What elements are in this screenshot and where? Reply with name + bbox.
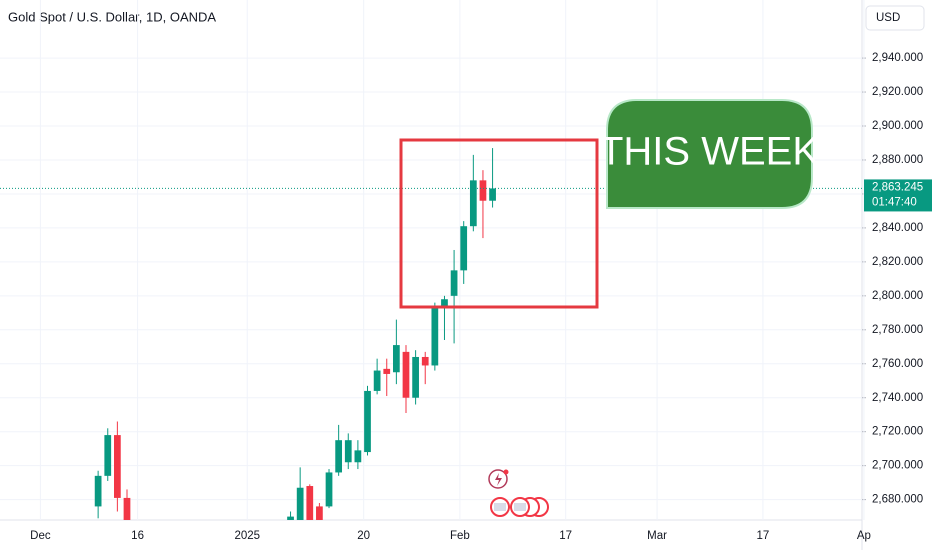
candle-body [392, 345, 400, 373]
candle-body [344, 440, 352, 463]
highlight-box [399, 138, 599, 309]
y-tick-label: 2,700.000 [872, 460, 923, 472]
annotation-text: THIS WEEK [599, 130, 819, 174]
x-tick-label: 16 [131, 530, 144, 542]
candle-body [441, 299, 448, 307]
y-tick-label: 2,720.000 [872, 426, 923, 438]
y-tick-label: 2,800.000 [872, 290, 923, 302]
candle-body [431, 306, 439, 366]
y-tick-label: 2,760.000 [872, 358, 923, 370]
x-tick-label: Mar [647, 530, 667, 542]
candle-body [316, 506, 323, 520]
event-icons [488, 469, 549, 517]
candle-body [460, 226, 468, 271]
price-label: 2,863.245 [872, 181, 923, 193]
candle-body [450, 270, 458, 296]
candle-body [469, 180, 477, 227]
flag-fill [494, 503, 506, 511]
y-tick-label: 2,680.000 [872, 494, 923, 506]
candle-body [383, 368, 391, 374]
x-tick-label: Feb [450, 530, 470, 542]
y-tick-label: 2,740.000 [872, 392, 923, 404]
y-tick-label: 2,900.000 [872, 120, 923, 132]
x-tick-label: Ap [857, 530, 871, 542]
currency-label: USD [876, 12, 900, 24]
candle-body [325, 472, 333, 507]
y-tick-label: 2,940.000 [872, 52, 923, 64]
x-tick-label: 17 [757, 530, 770, 542]
candle-body [114, 435, 121, 498]
y-tick-label: 2,920.000 [872, 86, 923, 98]
candle-body [287, 516, 294, 520]
y-tick-label: 2,780.000 [872, 324, 923, 336]
event-dot [503, 469, 509, 475]
candle-body [296, 487, 304, 520]
candle-body [306, 486, 314, 520]
x-tick-label: 20 [357, 530, 370, 542]
candle-body [364, 390, 371, 453]
candle-body [123, 497, 131, 520]
annotation-bubble [606, 99, 813, 209]
candle-body [412, 356, 419, 398]
candle-body [479, 180, 487, 201]
candle-body [421, 356, 429, 366]
candle-body [402, 351, 410, 398]
candle-body [354, 450, 362, 463]
x-tick-label: 17 [559, 530, 572, 542]
currency-button[interactable] [865, 5, 925, 31]
price-label-bg [864, 179, 932, 212]
candle-body [104, 435, 112, 476]
x-tick-label: 2025 [234, 530, 260, 542]
candle-body [373, 370, 381, 391]
candle-body [489, 188, 496, 201]
chart-title: Gold Spot / U.S. Dollar, 1D, OANDA [8, 9, 216, 24]
x-tick-label: Dec [30, 530, 51, 542]
event-icon-bolt [495, 473, 502, 486]
flag-fill [514, 503, 526, 511]
y-tick-label: 2,880.000 [872, 154, 923, 166]
y-tick-label: 2,840.000 [872, 222, 923, 234]
candle-body [335, 440, 343, 473]
y-tick-label: 2,820.000 [872, 256, 923, 268]
price-countdown: 01:47:40 [872, 196, 917, 208]
candle-body [94, 475, 102, 507]
